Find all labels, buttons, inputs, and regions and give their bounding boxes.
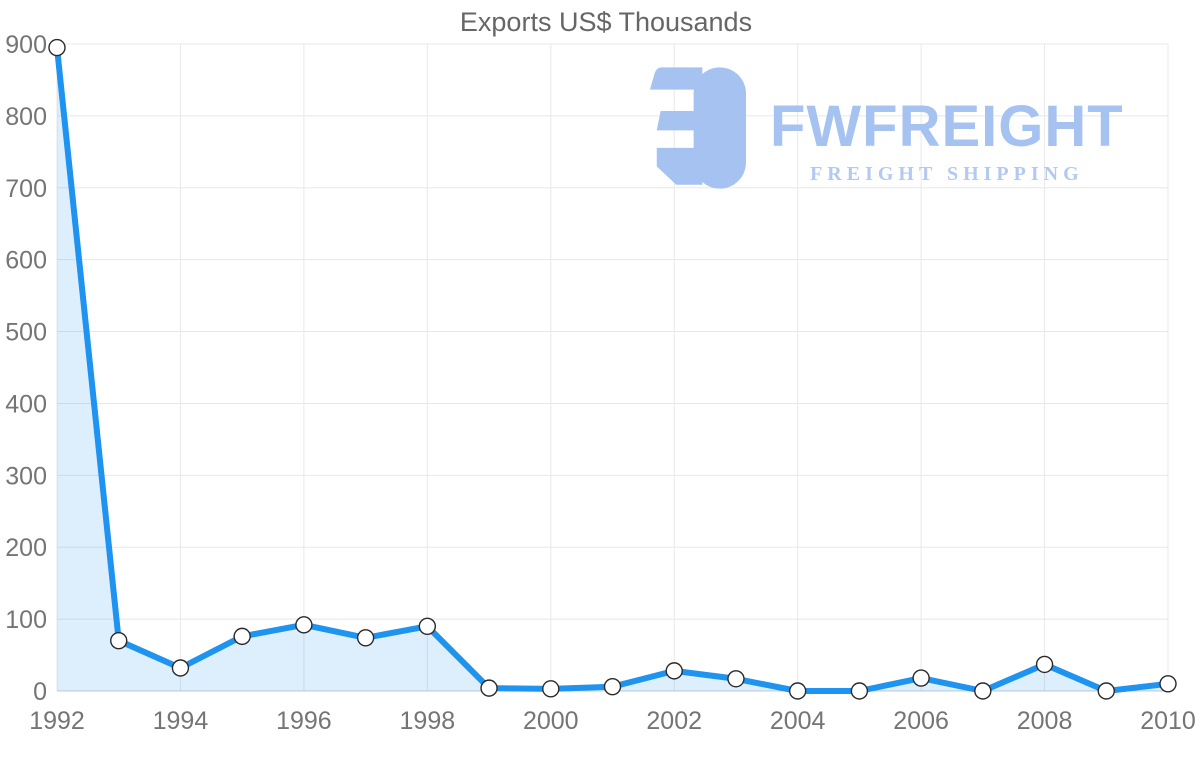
axis-tick-labels: 0 100 200 300 400 500 600 700 800 900 1992 1994 1996… [5,31,1196,735]
data-point-1995 [233,627,251,646]
y-tick-label: 300 [5,462,47,490]
data-point-2002 [665,662,683,680]
x-tick-label: 1996 [276,707,332,735]
x-tick-label: 2008 [1017,707,1073,735]
data-point-2007 [974,682,992,700]
series-line [54,44,1171,694]
x-tick-label: 2000 [523,707,579,735]
x-tick-label: 1994 [153,707,209,735]
data-point-1999 [480,679,498,697]
data-point-2008 [1035,655,1054,674]
data-point-2009 [1097,682,1115,700]
exports-series [48,38,1177,700]
x-tick-label: 2006 [893,707,949,735]
area-fill [57,47,1168,692]
data-point-1992 [48,38,66,57]
y-tick-label: 900 [5,31,47,59]
y-tick-label: 0 [33,678,47,706]
data-point-2000 [542,680,560,698]
data-point-1993 [110,631,128,650]
x-tick-label: 1998 [400,707,456,735]
y-tick-label: 800 [5,103,47,131]
data-point-2001 [603,677,622,696]
x-tick-label: 2002 [646,707,702,735]
data-point-1994 [171,659,190,677]
y-tick-label: 600 [5,247,47,275]
data-point-2004 [788,682,807,700]
x-tick-label: 1992 [29,707,85,735]
y-tick-label: 200 [5,534,47,562]
data-point-2003 [727,670,745,688]
data-point-2006 [912,669,930,687]
data-point-1998 [418,617,437,635]
y-tick-label: 700 [5,175,47,203]
y-tick-label: 400 [5,390,47,418]
data-point-2010 [1159,675,1177,693]
data-point-2005 [850,682,869,700]
chart-title: Exports US$ Thousands [460,7,752,37]
x-tick-label: 2004 [770,707,826,735]
y-tick-label: 500 [5,319,47,347]
y-tick-label: 100 [5,606,47,634]
data-point-1996 [295,616,313,634]
data-point-1997 [356,629,375,647]
gridlines [56,43,1169,692]
x-tick-label: 2010 [1140,707,1196,735]
